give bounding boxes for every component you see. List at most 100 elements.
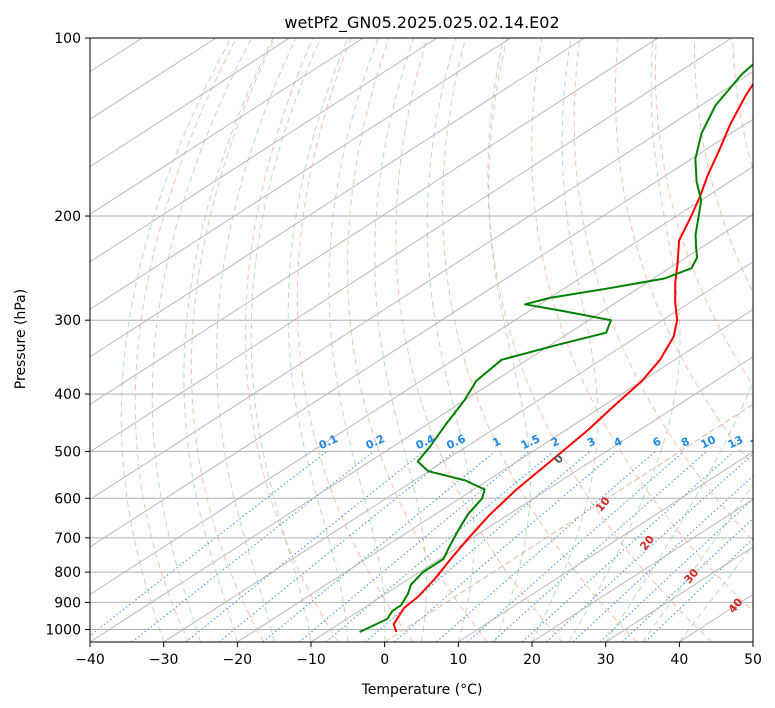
mixing-ratio-line [325, 451, 555, 642]
y-tick-label: 400 [54, 387, 81, 403]
dewpoint-profile-line [359, 63, 753, 633]
x-tick-label: 30 [597, 652, 615, 668]
y-tick-label: 500 [54, 444, 81, 460]
moist-adiabat-label: 20 [637, 533, 657, 553]
y-tick-label: 600 [54, 491, 81, 507]
dry-adiabat-line [395, 38, 563, 642]
isotherm-line [384, 403, 753, 642]
isotherm-line [163, 261, 753, 642]
mixing-ratio-label: 4 [612, 435, 625, 450]
moist-adiabat-line [568, 38, 681, 642]
y-tick-label: 900 [54, 595, 81, 611]
mixing-ratio-label: 0.2 [364, 432, 387, 452]
isotherm-line [90, 38, 438, 263]
moist-adiabat-line [183, 38, 274, 642]
mixing-ratio-label: 13 [726, 433, 745, 451]
x-tick-label: −40 [75, 652, 105, 668]
isotherm-line [90, 38, 217, 120]
moist-adiabat-label: 40 [726, 595, 746, 615]
mixing-ratio-label: 6 [651, 435, 664, 450]
x-tick-label: 10 [449, 652, 467, 668]
isotherm-line [90, 38, 364, 215]
moist-adiabat-line [328, 38, 386, 642]
x-tick-label: −10 [296, 652, 326, 668]
y-tick-label: 200 [54, 209, 81, 225]
dry-adiabat-line [296, 38, 414, 642]
mixing-ratio-line [436, 451, 656, 642]
moist-adiabat-line [642, 483, 753, 642]
mixing-ratio-line [572, 475, 753, 642]
plot-frame [89, 37, 754, 643]
y-tick-label: 800 [54, 565, 81, 581]
mixing-ratio-line [131, 451, 375, 642]
mixing-ratio-label: 2 [549, 435, 561, 450]
isotherm-line [90, 38, 585, 358]
moist-adiabat-line [374, 38, 427, 642]
y-tick-label: 700 [54, 531, 81, 547]
y-tick-label: 100 [54, 31, 81, 47]
mixing-ratio-label: 1.5 [519, 432, 542, 452]
x-tick-label: 20 [523, 652, 541, 668]
mixing-ratio-label: 8 [679, 435, 691, 450]
isotherm-line [237, 308, 753, 642]
moist-adiabat-line [426, 38, 475, 642]
moist-adiabat-line [678, 544, 753, 642]
x-tick-label: 0 [380, 652, 389, 668]
dry-adiabat-line [346, 38, 488, 642]
moist-adiabat-line [605, 380, 753, 642]
isotherm-line [90, 166, 753, 596]
dry-adiabat-line [531, 38, 753, 613]
mixing-ratio-label: 16 [748, 433, 768, 451]
mixing-ratio-line [622, 517, 753, 642]
isotherm-line [90, 38, 290, 168]
chart-title: wetPf2_GN05.2025.025.02.14.E02 [284, 13, 559, 33]
mixing-ratio-label: 1 [491, 435, 503, 450]
mixing-ratio-label: 3 [585, 435, 597, 450]
mixing-ratio-line [218, 451, 455, 642]
mixing-ratio-line [90, 451, 328, 637]
isotherm-line [90, 118, 753, 548]
dry-adiabat-line [614, 38, 753, 467]
y-axis: 1000 900 800 700 600 500 400 300 200 100 [45, 31, 90, 638]
moist-adiabat-line [120, 38, 232, 642]
y-tick-label: 1000 [45, 622, 81, 638]
mixing-ratio-line [185, 451, 425, 642]
isotherm-line [531, 498, 753, 642]
isotherm-line [90, 213, 753, 642]
dry-adiabat-line [573, 38, 753, 542]
isotherm-line [90, 38, 732, 453]
isotherm-line [679, 593, 753, 642]
x-tick-label: 50 [744, 652, 762, 668]
moist-adiabat-line [488, 38, 531, 642]
dry-adiabat-line [244, 38, 339, 642]
y-axis-title: Pressure (hPa) [13, 289, 29, 389]
x-axis-title: Temperature (°C) [361, 682, 483, 698]
mixing-ratio-line [521, 451, 735, 642]
dry-adiabat-line [771, 38, 775, 642]
moist-adiabat-line [250, 38, 321, 642]
mixing-ratio-line [298, 451, 530, 642]
plot-clip-group: -100-90-80-70-60-50-40-30-20-100.10.20.4… [90, 38, 775, 642]
dry-adiabat-line [134, 38, 237, 642]
moist-adiabat-line [151, 38, 253, 642]
isotherm-line [458, 451, 753, 642]
moist-adiabat-label: 10 [593, 494, 613, 514]
mixing-ratio-label: 0.6 [445, 432, 468, 452]
mixing-ratio-line [599, 498, 753, 642]
moist-adiabat-line [216, 38, 297, 642]
isotherm-line [90, 38, 511, 310]
isotherm-line [90, 71, 753, 501]
mixing-ratio-line [262, 451, 496, 642]
x-tick-label: −20 [223, 652, 253, 668]
dry-adiabat-line [487, 38, 713, 642]
x-tick-label: −30 [149, 652, 179, 668]
moist-adiabat-line [287, 38, 349, 642]
temperature-profile-line [392, 82, 753, 633]
x-tick-label: 40 [670, 652, 688, 668]
y-tick-label: 300 [54, 313, 81, 329]
mixing-ratio-line [467, 451, 685, 642]
moist-adiabat-line [531, 38, 599, 642]
plot-area: -100-90-80-70-60-50-40-30-20-100.10.20.4… [89, 37, 775, 643]
dry-adiabat-line [654, 38, 753, 386]
